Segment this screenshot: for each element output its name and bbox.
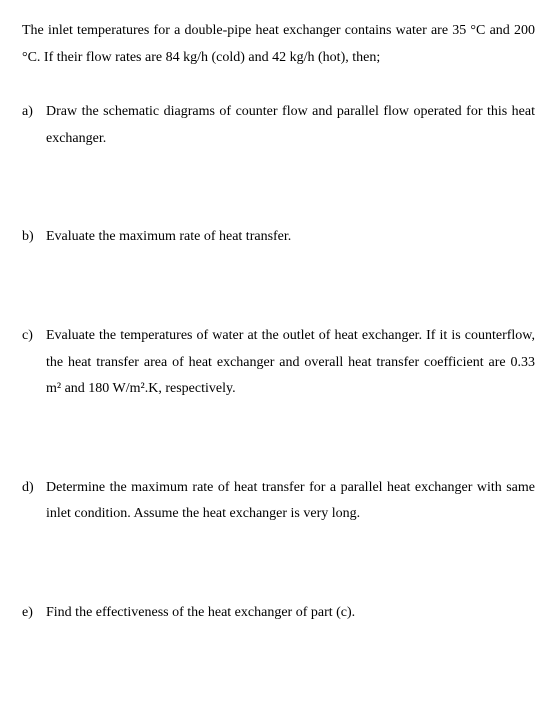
- item-text: Evaluate the temperatures of water at th…: [46, 323, 535, 403]
- item-marker: d): [22, 475, 46, 528]
- item-text: Draw the schematic diagrams of counter f…: [46, 99, 535, 152]
- item-text: Find the effectiveness of the heat excha…: [46, 600, 535, 627]
- item-marker: a): [22, 99, 46, 152]
- item-text: Determine the maximum rate of heat trans…: [46, 475, 535, 528]
- item-c: c) Evaluate the temperatures of water at…: [22, 323, 535, 403]
- item-marker: c): [22, 323, 46, 403]
- item-e: e) Find the effectiveness of the heat ex…: [22, 600, 535, 627]
- item-text: Evaluate the maximum rate of heat transf…: [46, 224, 535, 251]
- item-b: b) Evaluate the maximum rate of heat tra…: [22, 224, 535, 251]
- item-marker: b): [22, 224, 46, 251]
- item-marker: e): [22, 600, 46, 627]
- item-a: a) Draw the schematic diagrams of counte…: [22, 99, 535, 152]
- item-d: d) Determine the maximum rate of heat tr…: [22, 475, 535, 528]
- problem-intro: The inlet temperatures for a double-pipe…: [22, 18, 535, 71]
